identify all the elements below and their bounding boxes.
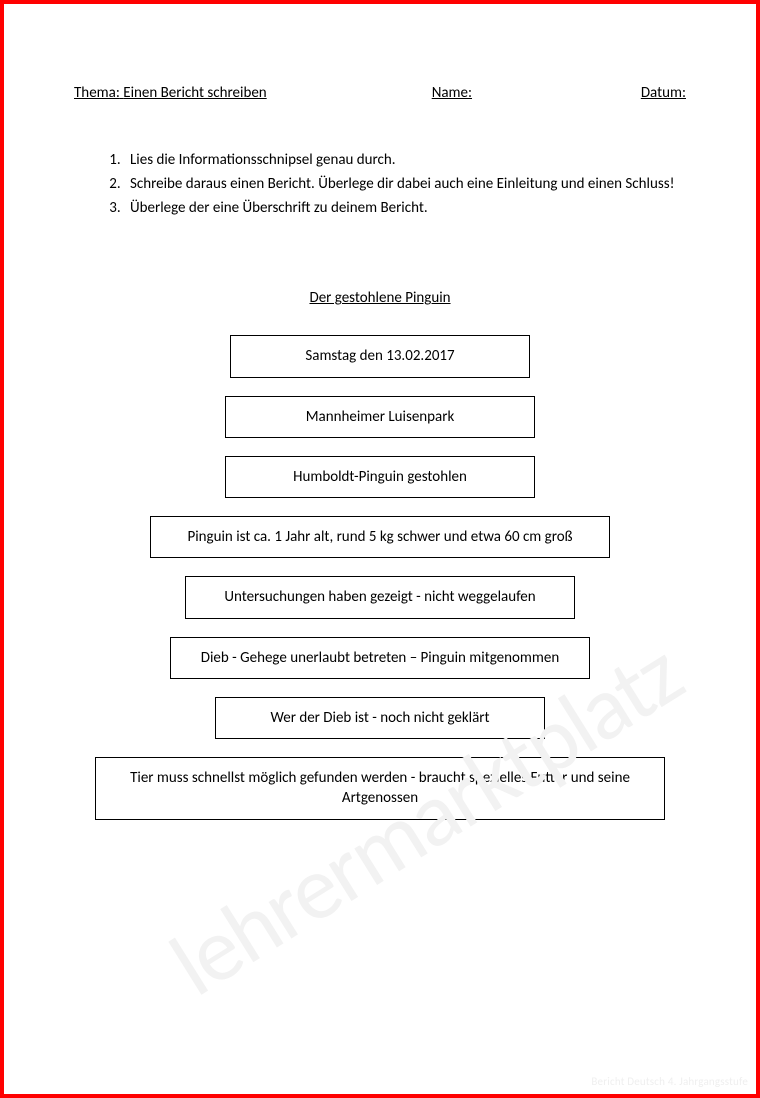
info-box: Samstag den 13.02.2017 (230, 335, 530, 377)
header-name-label: Name: (432, 84, 472, 102)
instruction-item: Schreibe daraus einen Bericht. Überlege … (124, 174, 686, 196)
story-title: Der gestohlene Pinguin (74, 289, 686, 307)
corner-caption: Bericht Deutsch 4. Jahrgangsstufe (591, 1075, 748, 1088)
info-box: Tier muss schnellst möglich gefunden wer… (95, 757, 665, 820)
instruction-list: Lies die Informationsschnipsel genau dur… (74, 150, 686, 219)
info-box: Pinguin ist ca. 1 Jahr alt, rund 5 kg sc… (150, 516, 610, 558)
worksheet-page: lehrermarktplatz Thema: Einen Bericht sc… (4, 4, 756, 1094)
header-date-label: Datum: (641, 84, 686, 102)
header-topic: Thema: Einen Bericht schreiben (74, 84, 267, 102)
info-box-stack: Samstag den 13.02.2017 Mannheimer Luisen… (74, 335, 686, 819)
instruction-item: Überlege der eine Überschrift zu deinem … (124, 198, 686, 220)
info-box: Wer der Dieb ist - noch nicht geklärt (215, 697, 545, 739)
instruction-item: Lies die Informationsschnipsel genau dur… (124, 150, 686, 172)
info-box: Untersuchungen haben gezeigt - nicht weg… (185, 576, 575, 618)
info-box: Dieb - Gehege unerlaubt betreten – Pingu… (170, 637, 590, 679)
info-box: Humboldt-Pinguin gestohlen (225, 456, 535, 498)
page-header: Thema: Einen Bericht schreiben Name: Dat… (74, 84, 686, 102)
info-box: Mannheimer Luisenpark (225, 396, 535, 438)
header-topic-value: Einen Bericht schreiben (123, 84, 266, 102)
header-topic-label: Thema: (74, 84, 120, 102)
